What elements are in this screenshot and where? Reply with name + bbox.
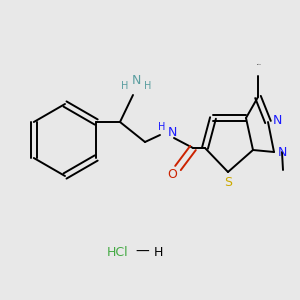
Text: H: H (144, 81, 152, 91)
Text: H: H (158, 122, 166, 132)
Text: H: H (121, 81, 129, 91)
Text: methyl: methyl (257, 64, 262, 65)
Text: —: — (135, 245, 149, 259)
Text: N: N (277, 146, 287, 158)
Text: N: N (272, 113, 282, 127)
Text: H: H (153, 245, 163, 259)
Text: N: N (131, 74, 141, 86)
Text: HCl: HCl (107, 245, 129, 259)
Text: S: S (224, 176, 232, 188)
Text: O: O (167, 167, 177, 181)
Text: N: N (167, 127, 177, 140)
